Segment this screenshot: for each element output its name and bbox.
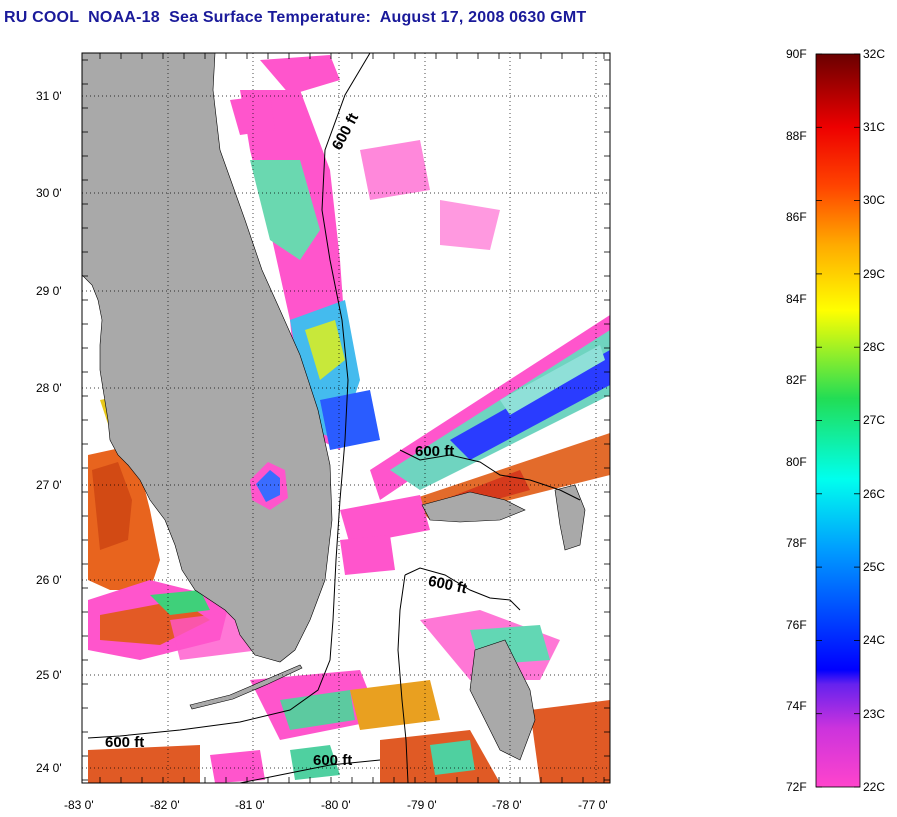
- colorbar-gradient: [815, 53, 861, 788]
- colorbar-c-label: 24C: [863, 633, 885, 647]
- colorbar-c-label: 28C: [863, 340, 885, 354]
- colorbar-f-label: 82F: [786, 373, 807, 387]
- longitude-axis: -83 0' -82 0' -81 0' -80 0' -79 0' -78 0…: [64, 798, 608, 812]
- lon-tick-label: -78 0': [492, 798, 522, 812]
- isobath-600ft-straits: [404, 567, 521, 611]
- colorbar-f-label: 78F: [786, 536, 807, 550]
- andros-island: [469, 639, 536, 761]
- lat-tick-label: 24 0': [36, 761, 62, 775]
- isobath-600ft-south: [239, 759, 381, 783]
- sst-patch: [230, 95, 275, 135]
- colorbar: 90F 88F 86F 84F 82F 80F 78F 76F 74F 72F …: [786, 47, 885, 794]
- sst-patch: [500, 345, 605, 415]
- sst-patch: [260, 55, 340, 95]
- sst-patch: [210, 750, 265, 783]
- sst-patch: [340, 495, 430, 545]
- colorbar-f-label: 86F: [786, 210, 807, 224]
- lat-tick-label: 31 0': [36, 89, 62, 103]
- lat-tick-label: 27 0': [36, 478, 62, 492]
- isobath-600ft-west: [87, 53, 371, 739]
- sst-patch: [430, 740, 475, 775]
- sst-patch: [530, 700, 610, 783]
- lat-tick-label: 29 0': [36, 284, 62, 298]
- isobath-label: 600 ft: [415, 443, 454, 460]
- colorbar-ticks: [816, 53, 860, 788]
- florida-keys: [189, 664, 303, 710]
- sst-data-layer: [88, 55, 610, 783]
- isobath-label: 600 ft: [105, 734, 144, 751]
- lake-okeechobee-sst: [256, 470, 280, 502]
- colorbar-f-label: 90F: [786, 47, 807, 61]
- grand-bahama: [421, 491, 526, 523]
- sst-patch: [320, 390, 380, 450]
- sst-patch: [290, 745, 340, 780]
- colorbar-f-label: 84F: [786, 292, 807, 306]
- florida-landmass: [82, 53, 333, 663]
- sst-patch: [92, 462, 132, 550]
- lat-tick-label: 25 0': [36, 668, 62, 682]
- isobath-600ft-north-bahamas: [399, 449, 581, 501]
- sst-patch: [150, 590, 210, 615]
- colorbar-c-label: 22C: [863, 780, 885, 794]
- colorbar-f-label: 72F: [786, 780, 807, 794]
- lat-tick-label: 28 0': [36, 381, 62, 395]
- colorbar-c-label: 27C: [863, 413, 885, 427]
- sst-patch: [280, 690, 355, 730]
- sst-patch: [360, 140, 430, 200]
- graticule: [82, 53, 610, 783]
- map-title: RU COOL NOAA-18 Sea Surface Temperature:…: [4, 9, 587, 26]
- isobath-600ft-cay-sal: [397, 574, 409, 783]
- lon-tick-label: -81 0': [235, 798, 265, 812]
- colorbar-c-label: 26C: [863, 487, 885, 501]
- sst-patch: [350, 680, 440, 730]
- lon-tick-label: -79 0': [407, 798, 437, 812]
- colorbar-c-label: 23C: [863, 707, 885, 721]
- colorbar-c-label: 25C: [863, 560, 885, 574]
- colorbar-c-label: 31C: [863, 120, 885, 134]
- lon-tick-label: -80 0': [321, 798, 351, 812]
- map-panel: [82, 53, 610, 783]
- latitude-axis: 31 0' 30 0' 29 0' 28 0' 27 0' 26 0' 25 0…: [36, 89, 62, 775]
- isobath-label: 600 ft: [313, 752, 352, 769]
- sst-patch: [250, 160, 320, 260]
- map-frame: [81, 52, 611, 784]
- sst-patch: [440, 200, 500, 250]
- isobath-contours: [87, 53, 581, 783]
- lon-tick-label: -83 0': [64, 798, 94, 812]
- sst-patch: [305, 320, 345, 380]
- lon-tick-label: -77 0': [578, 798, 608, 812]
- land-layer: [82, 53, 586, 761]
- colorbar-f-label: 88F: [786, 129, 807, 143]
- lat-tick-label: 26 0': [36, 573, 62, 587]
- lon-tick-label: -82 0': [150, 798, 180, 812]
- sst-patch: [340, 535, 395, 575]
- colorbar-c-label: 30C: [863, 193, 885, 207]
- colorbar-f-label: 76F: [786, 618, 807, 632]
- colorbar-f-label: 74F: [786, 699, 807, 713]
- colorbar-c-label: 29C: [863, 267, 885, 281]
- lat-tick-label: 30 0': [36, 186, 62, 200]
- colorbar-f-label: 80F: [786, 455, 807, 469]
- colorbar-c-label: 32C: [863, 47, 885, 61]
- sst-patch: [88, 745, 200, 783]
